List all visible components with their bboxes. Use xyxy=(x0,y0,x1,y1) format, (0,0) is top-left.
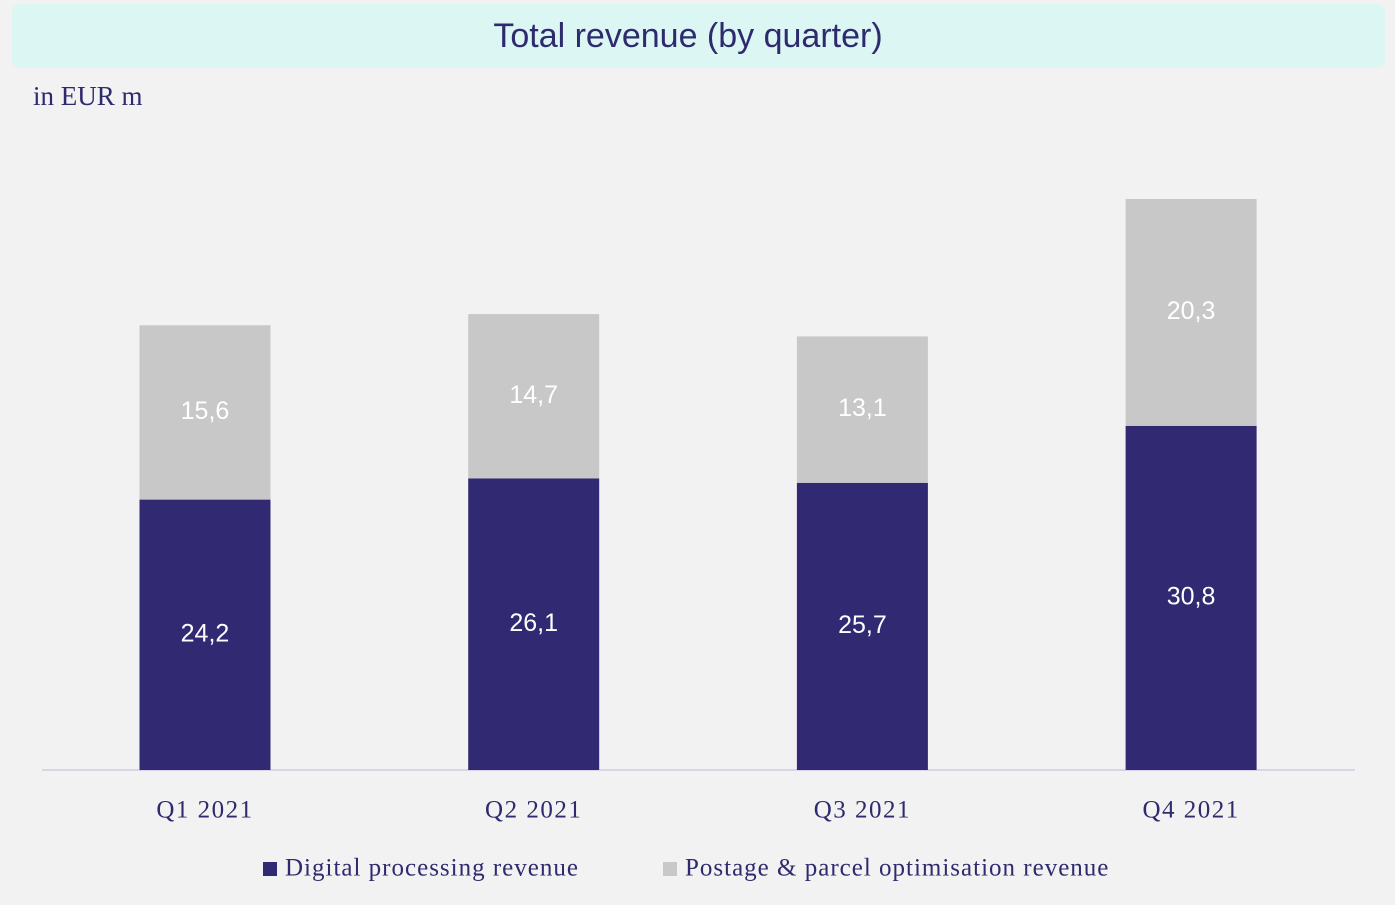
data-label: 20,3 xyxy=(1167,297,1216,325)
legend-label: Digital processing revenue xyxy=(285,855,579,882)
subtitle: in EUR m xyxy=(33,81,143,111)
x-tick-label: Q2 2021 xyxy=(485,797,582,824)
legend-label: Postage & parcel optimisation revenue xyxy=(685,855,1109,882)
bar-segment xyxy=(468,314,600,479)
legend-swatch xyxy=(263,862,277,876)
chart-title: Total revenue (by quarter) xyxy=(493,17,882,55)
data-label: 15,6 xyxy=(181,397,230,425)
data-label: 30,8 xyxy=(1167,583,1216,611)
bar-segment xyxy=(139,499,271,770)
data-label: 13,1 xyxy=(838,394,887,422)
data-label: 24,2 xyxy=(181,619,230,647)
bar-segment xyxy=(796,482,928,770)
data-label: 25,7 xyxy=(838,611,887,639)
x-tick-label: Q1 2021 xyxy=(156,797,253,824)
bar-segment xyxy=(139,325,271,500)
data-label: 14,7 xyxy=(509,381,558,409)
bar-segment xyxy=(468,478,600,770)
x-tick-label: Q3 2021 xyxy=(814,797,911,824)
x-tick-label: Q4 2021 xyxy=(1142,797,1239,824)
legend-swatch xyxy=(663,862,677,876)
bar-segment xyxy=(1125,199,1257,426)
title-box xyxy=(12,4,1385,68)
data-label: 26,1 xyxy=(509,609,558,637)
bar-segment xyxy=(796,336,928,483)
bar-segment xyxy=(1125,425,1257,770)
